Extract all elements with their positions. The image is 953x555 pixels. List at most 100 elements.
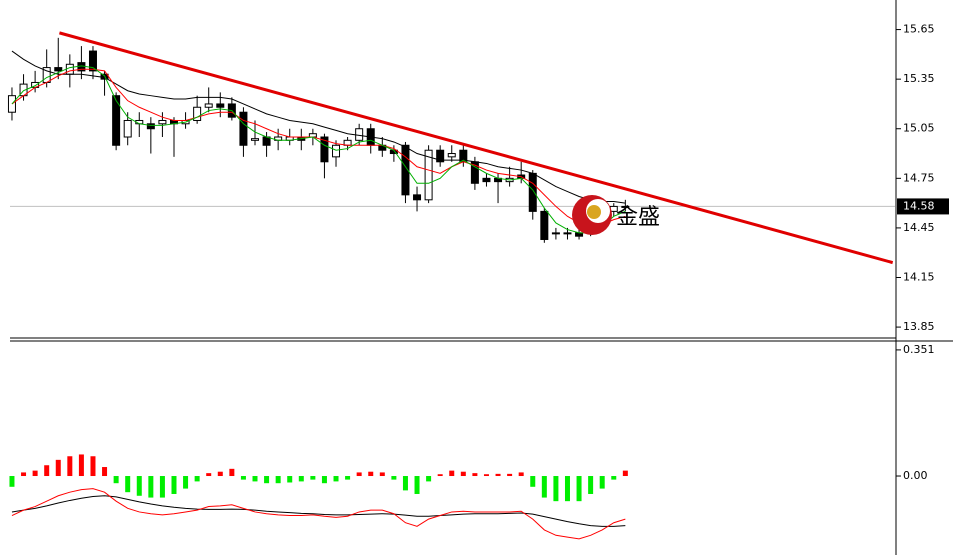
candle-body [123,119,132,138]
y-tick-label: 15.35 [903,72,935,85]
histogram-bar [9,476,15,487]
histogram-bar [345,476,351,480]
histogram-bar [460,471,466,477]
candle-body [251,138,260,141]
histogram-bar [518,472,524,477]
y-tick-label: 0.00 [903,469,928,482]
histogram-bar [391,476,397,480]
histogram-bar [55,459,61,477]
histogram-bar [541,476,547,498]
candle-body [216,103,225,108]
histogram-bar [32,470,38,477]
histogram-bar [495,473,501,477]
last-price-label: 14.58 [903,199,935,212]
histogram-bar [90,456,96,477]
histogram-bar [437,474,443,477]
histogram-bar [356,472,362,477]
histogram-bar [368,471,374,477]
y-tick-label: 14.75 [903,171,935,184]
histogram-bar [507,473,513,477]
histogram-bar [287,476,293,483]
trend-line [59,31,894,265]
candle-body [401,144,410,196]
histogram-bar [206,473,212,477]
candle-body [54,67,63,72]
y-tick-label: 15.65 [903,23,935,36]
histogram-bar [402,476,408,491]
candle-body [563,232,572,235]
histogram-bar [576,476,582,502]
histogram-bar [217,471,223,477]
histogram-bar [414,476,420,494]
histogram-bar [229,468,235,477]
histogram-bar [588,476,594,494]
histogram-bar [78,454,84,477]
histogram-bar [530,476,536,487]
candle-body [112,95,121,146]
candle-body [262,136,271,146]
histogram-bar [483,474,489,477]
histogram-bar [622,470,628,477]
logo-sun [587,205,601,219]
y-tick-label: 13.85 [903,320,935,333]
histogram-bar [159,476,165,498]
histogram-bar [194,476,200,482]
histogram-bar [171,476,177,494]
candle-body [146,123,155,130]
histogram-bar [564,476,570,502]
y-tick-label: 15.05 [903,122,935,135]
candle-body [239,111,248,146]
histogram-bar [426,476,432,482]
candle-body [193,106,202,121]
histogram-bar [183,476,189,489]
candle-body [551,232,560,235]
histogram-bar [21,472,27,477]
histogram-bar [449,470,455,477]
histogram-bar [113,476,119,484]
histogram-bar [148,476,154,498]
histogram-bar [264,476,270,484]
histogram-bar [310,476,316,480]
candle-body [447,153,456,158]
candle-body [88,50,97,72]
candle-body [65,63,74,75]
candle-body [528,172,537,212]
watermark-logo [572,195,612,235]
y-tick-label: 14.15 [903,270,935,283]
histogram-bar [67,456,73,477]
candle-body [424,149,433,201]
histogram-bar [472,473,478,477]
histogram-bar [136,476,142,496]
candle-body [621,205,630,208]
histogram-bar [333,476,339,482]
indicator-line [11,65,626,234]
y-tick-label: 14.45 [903,221,935,234]
histogram-bar [275,476,281,484]
candle-body [158,119,167,125]
candle-body [332,144,341,158]
candle-body [413,194,422,201]
histogram-bar [125,476,131,493]
indicator-line [11,495,626,527]
candle-body [204,103,213,108]
histogram-bar [252,476,258,482]
histogram-bar [611,476,617,480]
indicator-line [11,50,626,204]
histogram-bar [44,465,50,477]
histogram-bar [102,467,108,477]
histogram-bar [599,476,605,489]
histogram-bar [298,476,304,482]
watermark-text: 金盛 [616,205,660,230]
candle-body [320,136,329,163]
histogram-bar [553,476,559,502]
y-tick-label: 0.351 [903,343,935,356]
indicator-line [11,68,626,229]
candle-body [540,210,549,240]
last-price-box [897,198,949,215]
indicator-line [11,488,626,540]
histogram-bar [240,476,246,480]
histogram-bar [321,476,327,484]
histogram-bar [379,472,385,477]
